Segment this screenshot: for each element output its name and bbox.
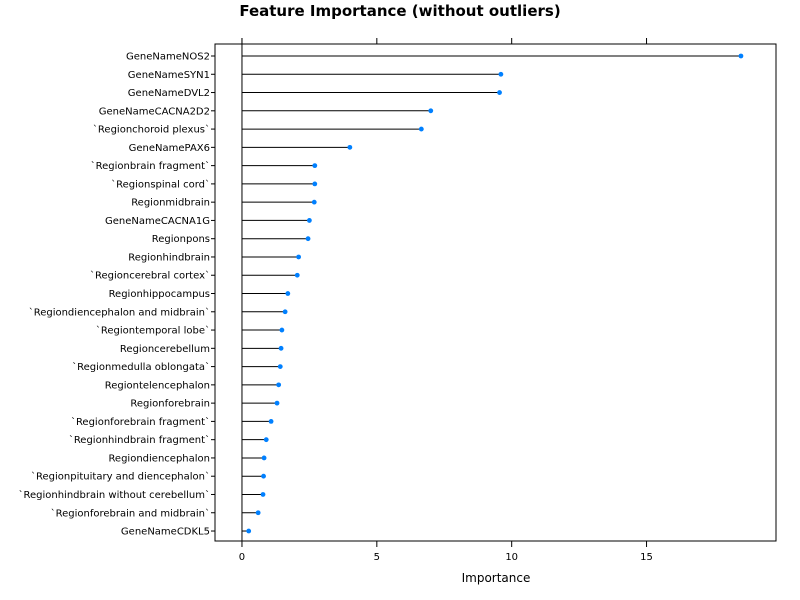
category-label: `Regionbrain fragment` [91, 160, 210, 172]
data-point [278, 345, 284, 351]
data-point [282, 309, 288, 315]
data-point [312, 163, 318, 169]
category-label: Regionpons [152, 234, 210, 245]
category-label: Regionforebrain [130, 399, 210, 410]
category-label: `Regionhindbrain fragment` [69, 434, 210, 446]
data-point [498, 71, 504, 77]
category-label: `Regiontemporal lobe` [96, 325, 210, 337]
data-point [306, 218, 312, 223]
data-point [255, 510, 261, 516]
category-label: Regionmidbrain [131, 198, 210, 209]
data-point [347, 144, 353, 150]
category-label: Regiontelencephalon [105, 380, 210, 391]
category-label: `Regionmedulla oblongata` [72, 361, 210, 373]
data-point [274, 400, 280, 406]
category-label: GeneNameDVL2 [128, 88, 210, 99]
x-axis-ticks-group: 0 5 10 15 [239, 38, 653, 563]
category-label: `Regionpituitary and diencephalon` [31, 471, 210, 483]
data-point [312, 181, 318, 187]
x-tick-label: 5 [374, 552, 380, 563]
category-label: `Regionspinal cord` [111, 178, 210, 190]
category-label: GeneNamePAX6 [129, 143, 210, 154]
data-point [305, 236, 311, 242]
category-label: Regioncerebellum [120, 344, 210, 355]
category-label: GeneNameCDKL5 [121, 527, 210, 538]
category-label: Regionhippocampus [109, 289, 210, 300]
points-group [246, 53, 744, 534]
category-label: Regionhindbrain [128, 252, 210, 263]
category-label: `Regionchoroid plexus` [93, 124, 210, 136]
data-point [294, 272, 300, 278]
x-axis-title: Importance [462, 571, 531, 585]
data-point [311, 199, 317, 205]
x-tick-label: 10 [505, 552, 518, 563]
chart-title: Feature Importance (without outliers) [239, 2, 560, 20]
data-point [497, 90, 502, 95]
category-label: GeneNameCACNA2D2 [99, 106, 210, 117]
data-point [246, 528, 252, 534]
data-point [296, 254, 302, 260]
data-point [279, 327, 285, 333]
category-label: `Regionforebrain fragment` [71, 416, 210, 428]
plot-frame [214, 43, 777, 542]
category-label: `Regionforebrain and midbrain` [51, 507, 210, 519]
category-label: `Regiondiencephalon and midbrain` [29, 306, 210, 318]
data-point [260, 492, 266, 497]
stems-group [241, 55, 741, 532]
data-point [261, 473, 266, 479]
category-labels-group: GeneNameNOS2 GeneNameSYN1 GeneNameDVL2 Gene… [18, 52, 215, 538]
category-label: `Regionhindbrain without cerebellum` [18, 489, 210, 501]
data-point [285, 291, 291, 296]
x-tick-label: 15 [640, 552, 653, 563]
category-label: GeneNameNOS2 [126, 52, 210, 63]
category-label: GeneNameSYN1 [128, 70, 210, 81]
data-point [263, 437, 269, 443]
data-point [738, 53, 744, 59]
data-point [268, 419, 274, 424]
data-point [276, 382, 282, 388]
category-label: `Regioncerebral cortex` [90, 270, 210, 282]
data-point [418, 126, 424, 132]
data-point [277, 364, 283, 369]
data-point [428, 108, 434, 114]
category-label: Regiondiencephalon [108, 453, 210, 464]
category-label: GeneNameCACNA1G [105, 216, 210, 227]
data-point [261, 455, 267, 461]
x-tick-label: 0 [239, 552, 245, 563]
